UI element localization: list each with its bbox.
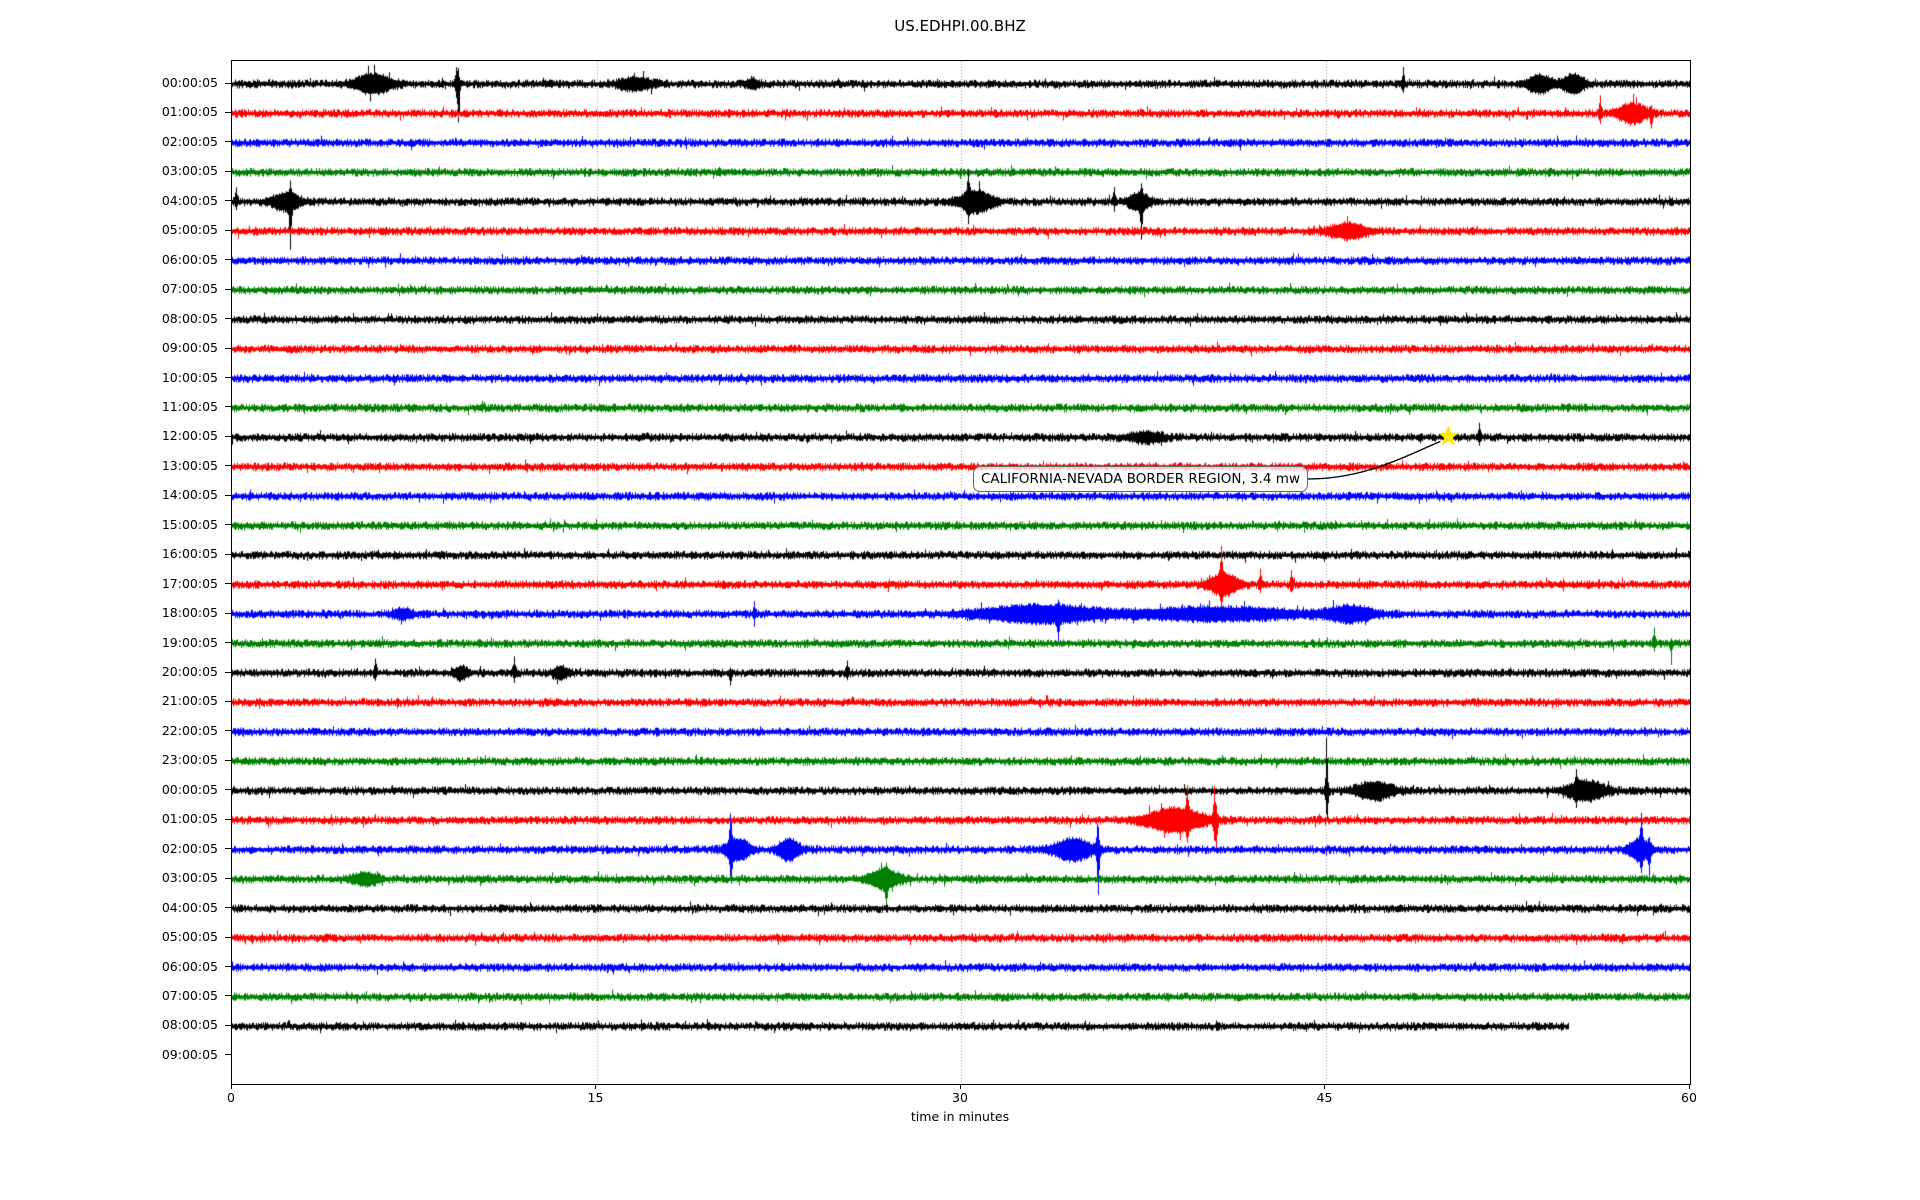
y-tick-label: 08:00:05	[161, 1017, 218, 1033]
y-tick-label: 02:00:05	[161, 840, 218, 856]
x-axis-label: time in minutes	[910, 1109, 1010, 1124]
y-tick-label: 15:00:05	[161, 516, 218, 532]
x-tick-label: 30	[952, 1090, 968, 1105]
y-tick	[225, 759, 231, 761]
y-tick	[225, 995, 231, 997]
y-tick-label: 23:00:05	[161, 752, 218, 768]
y-tick-label: 06:00:05	[161, 958, 218, 974]
y-tick	[225, 318, 231, 320]
y-tick-label: 19:00:05	[161, 634, 218, 650]
y-tick-label: 11:00:05	[161, 398, 218, 414]
x-tick-label: 15	[587, 1090, 604, 1105]
y-tick	[225, 406, 231, 408]
y-tick-label: 18:00:05	[161, 605, 218, 621]
y-tick-label: 12:00:05	[161, 428, 218, 444]
y-tick-label: 08:00:05	[161, 310, 218, 326]
y-tick	[225, 671, 231, 673]
plot-area	[231, 60, 1691, 1085]
y-tick-label: 22:00:05	[161, 722, 218, 738]
y-tick	[225, 1024, 231, 1026]
y-tick-label: 01:00:05	[161, 104, 218, 120]
y-tick	[225, 789, 231, 791]
y-tick-label: 05:00:05	[161, 929, 218, 945]
x-tick	[230, 1084, 232, 1089]
y-tick-label: 20:00:05	[161, 664, 218, 679]
y-tick-label: 04:00:05	[161, 192, 218, 208]
y-tick	[225, 730, 231, 732]
y-tick	[225, 642, 231, 644]
y-tick-label: 13:00:05	[161, 457, 218, 473]
y-tick-label: 03:00:05	[161, 163, 218, 179]
y-tick-label: 00:00:05	[161, 75, 218, 90]
y-tick	[225, 848, 231, 850]
x-tick	[595, 1084, 596, 1089]
y-tick-label: 01:00:05	[161, 811, 218, 827]
y-tick-label: 00:00:05	[161, 781, 218, 797]
y-tick-label: 17:00:05	[161, 575, 218, 591]
event-annotation: CALIFORNIA-NEVADA BORDER REGION, 3.4 mw	[973, 466, 1308, 492]
x-tick-label: 0	[227, 1090, 235, 1105]
x-tick	[1324, 1084, 1325, 1089]
y-tick-label: 06:00:05	[161, 251, 218, 267]
y-tick	[225, 200, 231, 202]
y-tick	[225, 259, 231, 261]
y-tick-label: 14:00:05	[161, 487, 218, 503]
y-tick-label: 07:00:05	[161, 281, 218, 297]
y-tick	[225, 524, 231, 526]
x-tick	[959, 1084, 961, 1089]
y-tick-label: 16:00:05	[161, 546, 218, 562]
y-tick	[225, 141, 231, 143]
y-tick	[225, 612, 231, 614]
y-tick-label: 09:00:05	[161, 340, 218, 356]
y-tick	[225, 111, 231, 113]
y-tick	[225, 288, 231, 290]
y-tick-label: 02:00:05	[161, 133, 218, 149]
y-tick	[225, 583, 231, 585]
y-tick-label: 21:00:05	[161, 693, 218, 709]
y-tick	[225, 553, 231, 555]
y-tick	[225, 494, 231, 496]
y-tick	[225, 700, 231, 702]
y-tick	[225, 1054, 231, 1056]
y-tick-label: 04:00:05	[161, 899, 218, 915]
y-tick-label: 03:00:05	[161, 870, 218, 886]
y-tick-label: 07:00:05	[161, 987, 218, 1003]
y-tick	[225, 377, 231, 378]
y-tick	[225, 907, 231, 909]
y-tick	[225, 966, 231, 967]
y-tick-label: 05:00:05	[161, 222, 218, 238]
y-tick	[225, 936, 231, 938]
y-tick-label: 09:00:05	[161, 1046, 218, 1062]
y-tick	[225, 347, 231, 349]
x-tick	[1688, 1084, 1690, 1089]
y-tick	[225, 229, 231, 231]
y-tick	[225, 170, 231, 172]
y-tick	[225, 435, 231, 437]
y-tick	[225, 465, 231, 467]
x-tick-label: 60	[1681, 1090, 1697, 1105]
y-tick	[225, 818, 231, 820]
figure-title: US.EDHPI.00.BHZ	[894, 17, 1026, 35]
y-tick	[225, 82, 231, 84]
event-annotation-text: CALIFORNIA-NEVADA BORDER REGION, 3.4 mw	[981, 471, 1300, 487]
trace-canvas	[232, 61, 1690, 1084]
y-tick-label: 10:00:05	[161, 369, 218, 385]
y-tick	[225, 877, 231, 879]
x-tick-label: 45	[1316, 1090, 1333, 1105]
